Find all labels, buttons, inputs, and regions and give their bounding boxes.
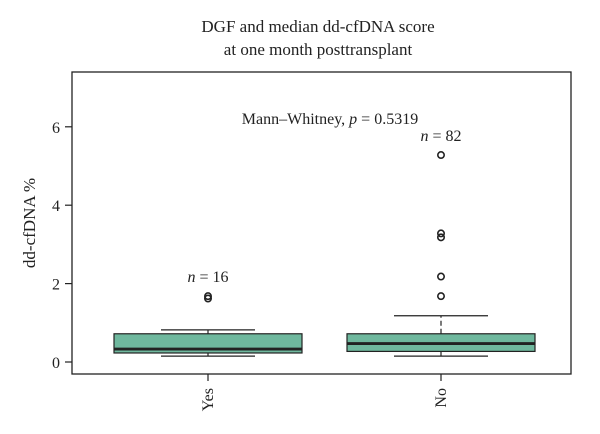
chart-title-line2: at one month posttransplant	[224, 40, 413, 59]
boxplots: n = 16 n = 82	[113, 128, 536, 357]
x-axis: Yes No	[200, 374, 450, 411]
x-tick-label: No	[433, 388, 450, 408]
boxplot-yes: n = 16	[113, 269, 303, 357]
y-tick-label: 4	[52, 198, 60, 215]
outlier-point	[204, 292, 213, 301]
mann-whitney-annotation: Mann–Whitney, p = 0.5319	[242, 111, 418, 128]
outlier-point	[436, 292, 445, 301]
outlier-point	[436, 229, 445, 238]
boxplot-no: n = 82	[346, 128, 536, 357]
outlier-point	[436, 151, 445, 160]
outlier-point	[436, 272, 445, 281]
y-tick-label: 6	[52, 120, 60, 137]
chart-title-line1: DGF and median dd-cfDNA score	[201, 17, 434, 36]
n-label: n = 82	[420, 128, 461, 145]
y-tick-label: 2	[52, 277, 60, 294]
y-axis: 0 2 4 6	[52, 120, 72, 372]
plot-frame	[71, 71, 572, 375]
n-label: n = 16	[187, 269, 228, 286]
y-axis-label: dd-cfDNA %	[20, 178, 39, 268]
y-tick-label: 0	[52, 355, 60, 372]
outlier-point	[436, 233, 445, 242]
x-tick-label: Yes	[200, 388, 217, 411]
